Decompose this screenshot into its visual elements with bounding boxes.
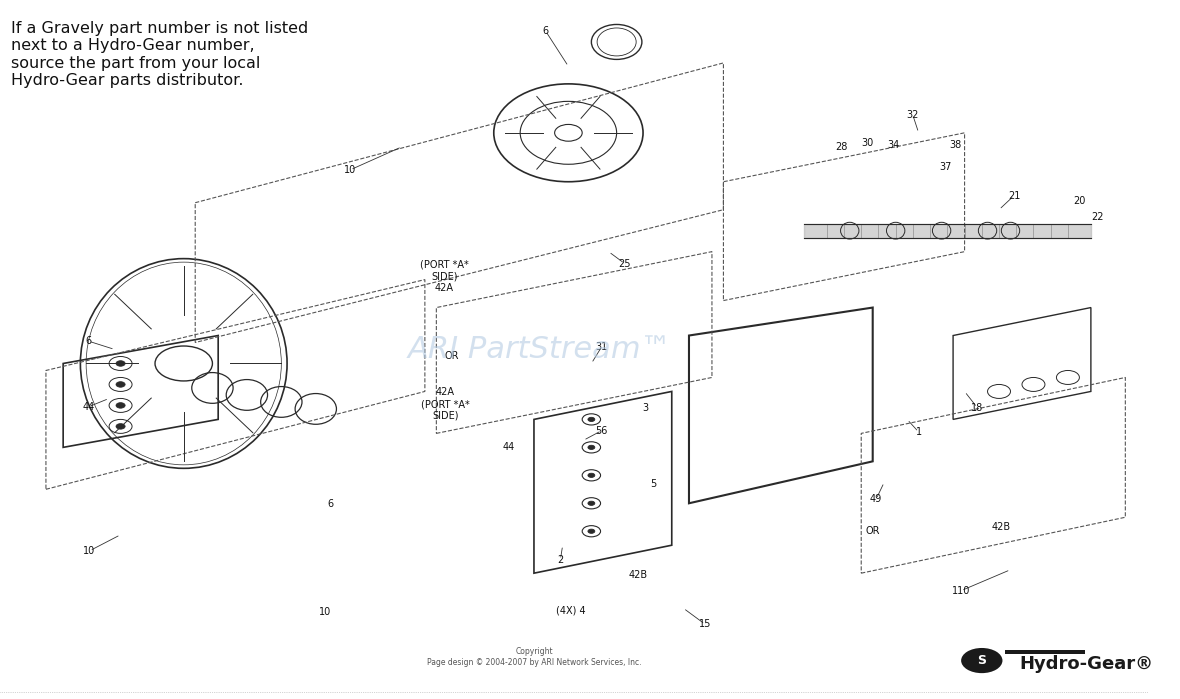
Circle shape — [116, 424, 125, 429]
Circle shape — [116, 382, 125, 387]
Text: 38: 38 — [949, 140, 962, 150]
Text: 30: 30 — [861, 138, 873, 148]
Text: S: S — [977, 654, 986, 667]
Text: 6: 6 — [543, 26, 549, 36]
Circle shape — [588, 417, 595, 421]
Text: 56: 56 — [596, 426, 608, 435]
Text: OR: OR — [865, 526, 880, 535]
Circle shape — [588, 501, 595, 505]
Text: 2: 2 — [557, 555, 564, 565]
Polygon shape — [1004, 650, 1086, 654]
Text: 18: 18 — [971, 403, 983, 412]
Text: 1: 1 — [916, 427, 922, 437]
Text: 3: 3 — [642, 403, 648, 412]
Text: 28: 28 — [835, 142, 848, 152]
Circle shape — [588, 445, 595, 449]
Text: 22: 22 — [1092, 212, 1104, 222]
Circle shape — [588, 473, 595, 477]
Text: 42B: 42B — [629, 570, 648, 579]
Text: 42A
(PORT *A*
SIDE): 42A (PORT *A* SIDE) — [421, 387, 470, 421]
Text: (4X) 4: (4X) 4 — [556, 605, 585, 615]
Text: 21: 21 — [1008, 191, 1021, 201]
Text: 6: 6 — [328, 499, 334, 509]
Text: 49: 49 — [870, 494, 883, 504]
Text: (PORT *A*
SIDE)
42A: (PORT *A* SIDE) 42A — [420, 259, 468, 293]
Text: 10: 10 — [84, 546, 96, 556]
Text: 32: 32 — [906, 110, 919, 120]
Circle shape — [962, 648, 1003, 673]
Text: Hydro-Gear®: Hydro-Gear® — [1020, 655, 1154, 673]
Circle shape — [116, 403, 125, 408]
Text: If a Gravely part number is not listed
next to a Hydro-Gear number,
source the p: If a Gravely part number is not listed n… — [12, 21, 309, 88]
Text: 6: 6 — [85, 336, 92, 346]
Text: 110: 110 — [952, 586, 970, 596]
Text: 25: 25 — [618, 259, 631, 268]
Text: 31: 31 — [596, 342, 608, 352]
Text: 44: 44 — [503, 442, 514, 452]
Text: 5: 5 — [650, 480, 656, 489]
Text: Copyright
Page design © 2004-2007 by ARI Network Services, Inc.: Copyright Page design © 2004-2007 by ARI… — [427, 647, 641, 667]
Circle shape — [588, 529, 595, 533]
Text: 37: 37 — [939, 162, 951, 172]
Text: 20: 20 — [1074, 196, 1086, 206]
Text: 15: 15 — [699, 619, 712, 629]
Text: ARI PartStream™: ARI PartStream™ — [407, 335, 671, 364]
Circle shape — [116, 361, 125, 366]
Text: 10: 10 — [345, 165, 356, 175]
Text: 34: 34 — [887, 140, 899, 150]
Text: OR: OR — [444, 351, 459, 361]
Text: 44: 44 — [83, 402, 94, 412]
Text: 42B: 42B — [991, 522, 1011, 532]
Text: 10: 10 — [319, 607, 332, 617]
